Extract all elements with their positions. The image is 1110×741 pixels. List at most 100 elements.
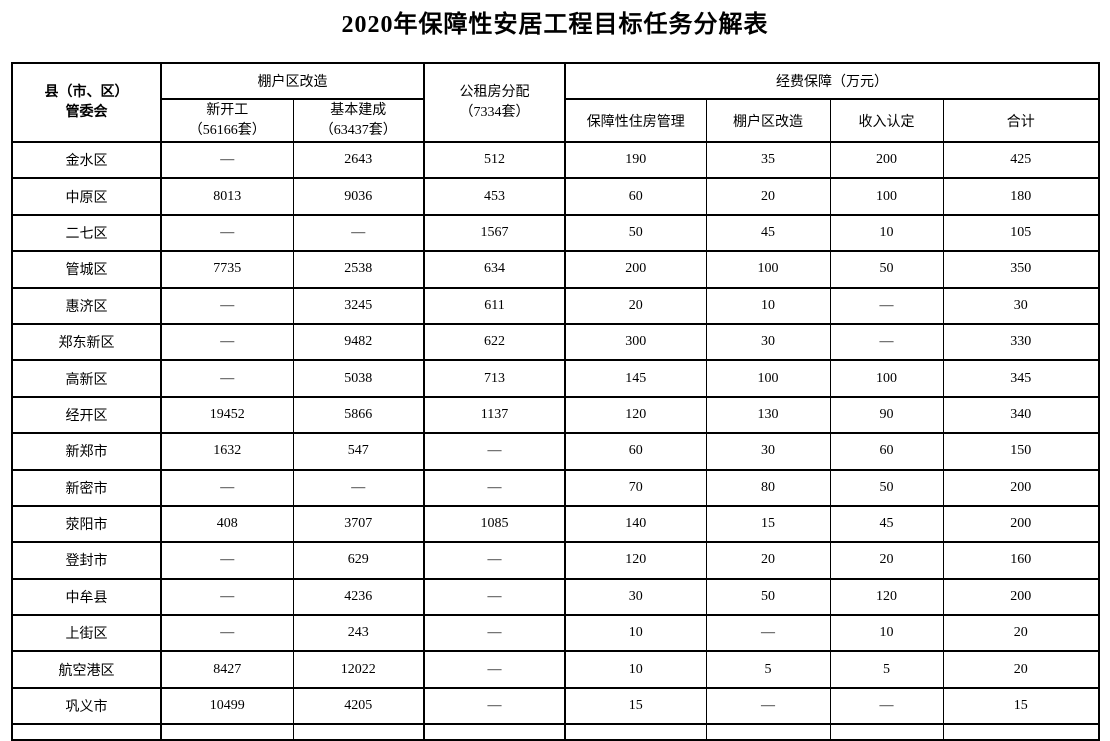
region-cell: 巩义市: [11, 686, 162, 726]
value-cell: 512: [423, 140, 566, 180]
table-row: 荥阳市 408 3707 1085 140 15 45 200: [11, 504, 1100, 544]
value-cell: 15: [564, 686, 707, 726]
value-cell: —: [423, 614, 566, 653]
value-cell: 330: [942, 322, 1100, 362]
header-completed-line2: （63437套）: [319, 122, 397, 138]
value-cell: 120: [564, 395, 707, 435]
region-cell: 登封市: [11, 541, 162, 580]
value-cell: —: [829, 686, 944, 726]
value-cell: 345: [942, 359, 1100, 398]
value-cell: 20: [829, 541, 944, 580]
value-cell: 200: [829, 140, 944, 180]
value-cell: 2643: [292, 140, 425, 180]
value-cell: 340: [942, 395, 1100, 435]
region-cell: 高新区: [11, 359, 162, 398]
value-cell: 10: [829, 213, 944, 253]
header-new-start-line2: （56166套）: [188, 122, 266, 138]
value-cell: 19452: [160, 395, 294, 435]
header-completed-line1: 基本建成: [330, 102, 387, 118]
header-total: 合计: [942, 98, 1100, 143]
value-cell: —: [423, 577, 566, 617]
table-header: 县（市、区） 管委会 棚户区改造 公租房分配 （7334套） 经费保障（万元） …: [11, 62, 1100, 143]
value-cell: —: [423, 468, 566, 507]
header-row-groups: 县（市、区） 管委会 棚户区改造 公租房分配 （7334套） 经费保障（万元）: [11, 62, 1100, 143]
region-cell: 管城区: [11, 250, 162, 289]
empty-cell: [829, 723, 944, 741]
value-cell: 50: [705, 577, 831, 617]
value-cell: 547: [292, 432, 425, 471]
value-cell: 60: [564, 177, 707, 216]
header-region-line2: 管委会: [65, 104, 108, 120]
header-housing-mgmt: 保障性住房管理: [564, 98, 707, 143]
value-cell: 10499: [160, 686, 294, 726]
value-cell: —: [423, 650, 566, 689]
value-cell: 150: [942, 432, 1100, 471]
value-cell: 120: [564, 541, 707, 580]
value-cell: —: [705, 686, 831, 726]
region-cell: 经开区: [11, 395, 162, 435]
value-cell: 408: [160, 504, 294, 544]
empty-cell: [942, 723, 1100, 741]
value-cell: 243: [292, 614, 425, 653]
value-cell: 50: [564, 213, 707, 253]
value-cell: 350: [942, 250, 1100, 289]
value-cell: 425: [942, 140, 1100, 180]
value-cell: 7735: [160, 250, 294, 289]
value-cell: —: [829, 322, 944, 362]
value-cell: —: [705, 614, 831, 653]
region-cell: 航空港区: [11, 650, 162, 689]
value-cell: 1632: [160, 432, 294, 471]
value-cell: 12022: [292, 650, 425, 689]
header-shanty-group: 棚户区改造: [160, 62, 425, 100]
value-cell: 190: [564, 140, 707, 180]
table-row: 金水区 —2643 512 190 35 200 425: [11, 140, 1100, 180]
value-cell: 9482: [292, 322, 425, 362]
value-cell: 70: [564, 468, 707, 507]
value-cell: 200: [942, 468, 1100, 507]
value-cell: 30: [564, 577, 707, 617]
region-cell: 郑东新区: [11, 322, 162, 362]
value-cell: —: [423, 541, 566, 580]
value-cell: —: [829, 286, 944, 325]
table-row: 二七区 — —1567 50 45 10 105: [11, 213, 1100, 253]
empty-cell: [705, 723, 831, 741]
region-cell: 金水区: [11, 140, 162, 180]
value-cell: 30: [705, 322, 831, 362]
target-task-table: 县（市、区） 管委会 棚户区改造 公租房分配 （7334套） 经费保障（万元） …: [11, 62, 1100, 741]
header-income-check: 收入认定: [829, 98, 944, 143]
value-cell: 100: [705, 250, 831, 289]
value-cell: —: [160, 577, 294, 617]
value-cell: 10: [564, 614, 707, 653]
empty-cell: [292, 723, 425, 741]
value-cell: 1137: [423, 395, 566, 435]
value-cell: 105: [942, 213, 1100, 253]
empty-cell: [564, 723, 707, 741]
value-cell: 35: [705, 140, 831, 180]
value-cell: 20: [705, 177, 831, 216]
table-row: 航空港区 8427 12022—10 5 5 20: [11, 650, 1100, 689]
header-region-line1: 县（市、区）: [44, 84, 129, 100]
value-cell: 200: [942, 504, 1100, 544]
value-cell: 1085: [423, 504, 566, 544]
value-cell: 20: [564, 286, 707, 325]
value-cell: 5866: [292, 395, 425, 435]
value-cell: 20: [942, 614, 1100, 653]
value-cell: —: [160, 286, 294, 325]
table-row: 登封市 —629—120 20 20 160: [11, 541, 1100, 580]
value-cell: 200: [942, 577, 1100, 617]
value-cell: 4205: [292, 686, 425, 726]
table-row: 高新区 —5038 713 145 100 100 345: [11, 359, 1100, 398]
value-cell: —: [160, 359, 294, 398]
header-public-rental: 公租房分配 （7334套）: [423, 62, 566, 143]
value-cell: —: [160, 322, 294, 362]
value-cell: 100: [829, 359, 944, 398]
cut-off-row: [11, 723, 1100, 741]
value-cell: —: [292, 213, 425, 253]
value-cell: —: [160, 541, 294, 580]
region-cell: 中原区: [11, 177, 162, 216]
header-funding-group: 经费保障（万元）: [564, 62, 1100, 100]
value-cell: 200: [564, 250, 707, 289]
value-cell: 8427: [160, 650, 294, 689]
value-cell: 453: [423, 177, 566, 216]
page-title: 2020年保障性安居工程目标任务分解表: [341, 12, 769, 38]
